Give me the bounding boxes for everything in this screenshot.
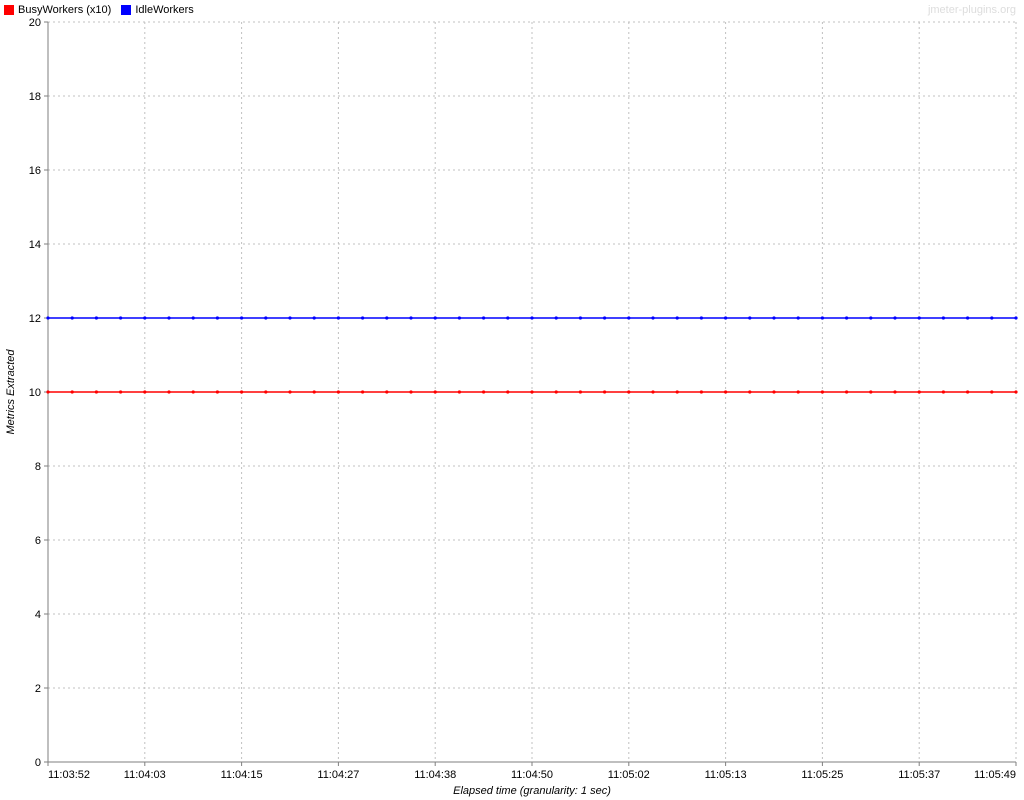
svg-text:18: 18 xyxy=(29,91,41,103)
legend-label-idle: IdleWorkers xyxy=(135,4,193,16)
svg-text:11:03:52: 11:03:52 xyxy=(48,769,90,781)
svg-text:12: 12 xyxy=(29,313,41,325)
svg-text:Metrics Extracted: Metrics Extracted xyxy=(5,349,17,435)
svg-text:11:04:15: 11:04:15 xyxy=(221,769,263,781)
svg-text:4: 4 xyxy=(35,609,41,621)
svg-text:11:05:25: 11:05:25 xyxy=(801,769,843,781)
svg-text:Elapsed time (granularity: 1 s: Elapsed time (granularity: 1 sec) xyxy=(453,785,611,797)
svg-text:16: 16 xyxy=(29,165,41,177)
svg-text:20: 20 xyxy=(29,17,41,29)
legend-swatch-idle xyxy=(121,5,131,15)
svg-text:0: 0 xyxy=(35,757,41,769)
svg-text:11:04:38: 11:04:38 xyxy=(414,769,456,781)
legend-label-busy: BusyWorkers (x10) xyxy=(18,4,111,16)
svg-text:11:05:37: 11:05:37 xyxy=(898,769,940,781)
legend: BusyWorkers (x10) IdleWorkers xyxy=(4,4,194,16)
legend-swatch-busy xyxy=(4,5,14,15)
chart-container: BusyWorkers (x10) IdleWorkers jmeter-plu… xyxy=(0,0,1024,800)
svg-text:11:05:02: 11:05:02 xyxy=(608,769,650,781)
watermark: jmeter-plugins.org xyxy=(928,4,1016,16)
svg-text:14: 14 xyxy=(29,239,41,251)
svg-text:11:04:03: 11:04:03 xyxy=(124,769,166,781)
svg-text:11:04:50: 11:04:50 xyxy=(511,769,553,781)
svg-text:11:05:49: 11:05:49 xyxy=(974,769,1016,781)
chart-svg: 0 2 4 6 8 10 12 14 16 18 20 11:03:52 11:04:03 11:04:1… xyxy=(0,0,1024,800)
svg-text:10: 10 xyxy=(29,387,41,399)
legend-item-busy: BusyWorkers (x10) xyxy=(4,4,111,16)
svg-text:6: 6 xyxy=(35,535,41,547)
svg-text:2: 2 xyxy=(35,683,41,695)
svg-text:8: 8 xyxy=(35,461,41,473)
legend-item-idle: IdleWorkers xyxy=(121,4,193,16)
svg-text:11:05:13: 11:05:13 xyxy=(705,769,747,781)
svg-text:11:04:27: 11:04:27 xyxy=(317,769,359,781)
